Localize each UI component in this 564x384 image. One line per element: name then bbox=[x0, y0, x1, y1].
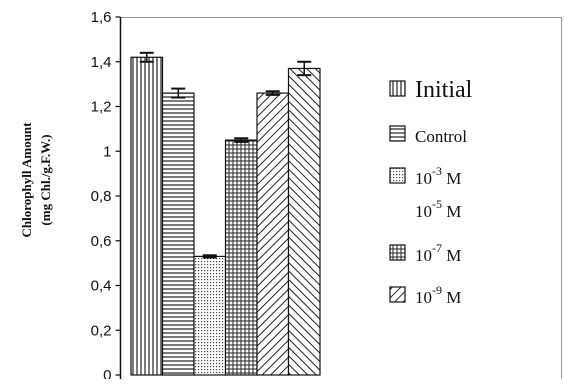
y-tick-label: 0,6 bbox=[91, 233, 112, 250]
y-tick-label: 1,6 bbox=[91, 9, 112, 26]
bar-control bbox=[161, 92, 195, 376]
legend-swatch bbox=[389, 244, 406, 261]
legend-item: 10-9 M bbox=[389, 283, 461, 307]
y-tick-label: 1,2 bbox=[91, 99, 112, 116]
y-tick-label: 0,8 bbox=[91, 188, 112, 205]
legend-label: 10-9 M bbox=[415, 283, 461, 307]
bar-10-5-m bbox=[224, 139, 258, 376]
legend-label: 10-7 M bbox=[415, 241, 461, 265]
bars bbox=[130, 51, 321, 376]
legend-swatch bbox=[389, 286, 406, 303]
y-tick-label: 0,4 bbox=[91, 278, 112, 295]
y-axis-title-line1: Chlorophyll Amount bbox=[19, 122, 34, 238]
legend-label: 10-5 M bbox=[415, 197, 461, 221]
error-bar-10-7-m bbox=[265, 90, 280, 96]
error-bar-10-9-m bbox=[297, 60, 312, 77]
legend-swatch bbox=[389, 80, 406, 97]
error-bar-10-5-m bbox=[234, 137, 249, 143]
y-tick-label: 1,4 bbox=[91, 54, 112, 71]
legend: Initial Control 10-3 M 10-5 M 10-7 M 10-9 M bbox=[389, 77, 473, 307]
legend-label: Initial bbox=[415, 77, 473, 103]
legend-item: 10-3 M bbox=[389, 164, 461, 188]
y-tick-label: 0 bbox=[103, 367, 111, 379]
legend-item: 10-5 M bbox=[415, 197, 461, 221]
bar-10-7-m bbox=[256, 92, 290, 376]
error-bar-initial bbox=[139, 51, 154, 63]
error-bar-10-3-m bbox=[202, 254, 217, 259]
legend-item: Control bbox=[389, 125, 467, 146]
bar-initial bbox=[130, 56, 164, 376]
bar-10-3-m bbox=[193, 255, 227, 376]
legend-label: 10-3 M bbox=[415, 164, 461, 188]
legend-label: Control bbox=[415, 127, 467, 146]
y-tick-label: 1 bbox=[103, 143, 111, 160]
legend-item: Initial bbox=[389, 77, 473, 103]
y-axis-ticks: 0 0,2 0,4 0,6 0,8 1 1,2 1,4 1,6 bbox=[91, 9, 121, 384]
legend-swatch bbox=[389, 167, 406, 184]
y-axis-title-line2: (mg Chl./g.F.W.) bbox=[38, 134, 53, 225]
error-bar-control bbox=[171, 87, 186, 99]
legend-item: 10-7 M bbox=[389, 241, 461, 265]
y-tick-label: 0,2 bbox=[91, 322, 112, 339]
bar-10-9-m bbox=[287, 67, 321, 376]
legend-swatch bbox=[389, 125, 406, 142]
